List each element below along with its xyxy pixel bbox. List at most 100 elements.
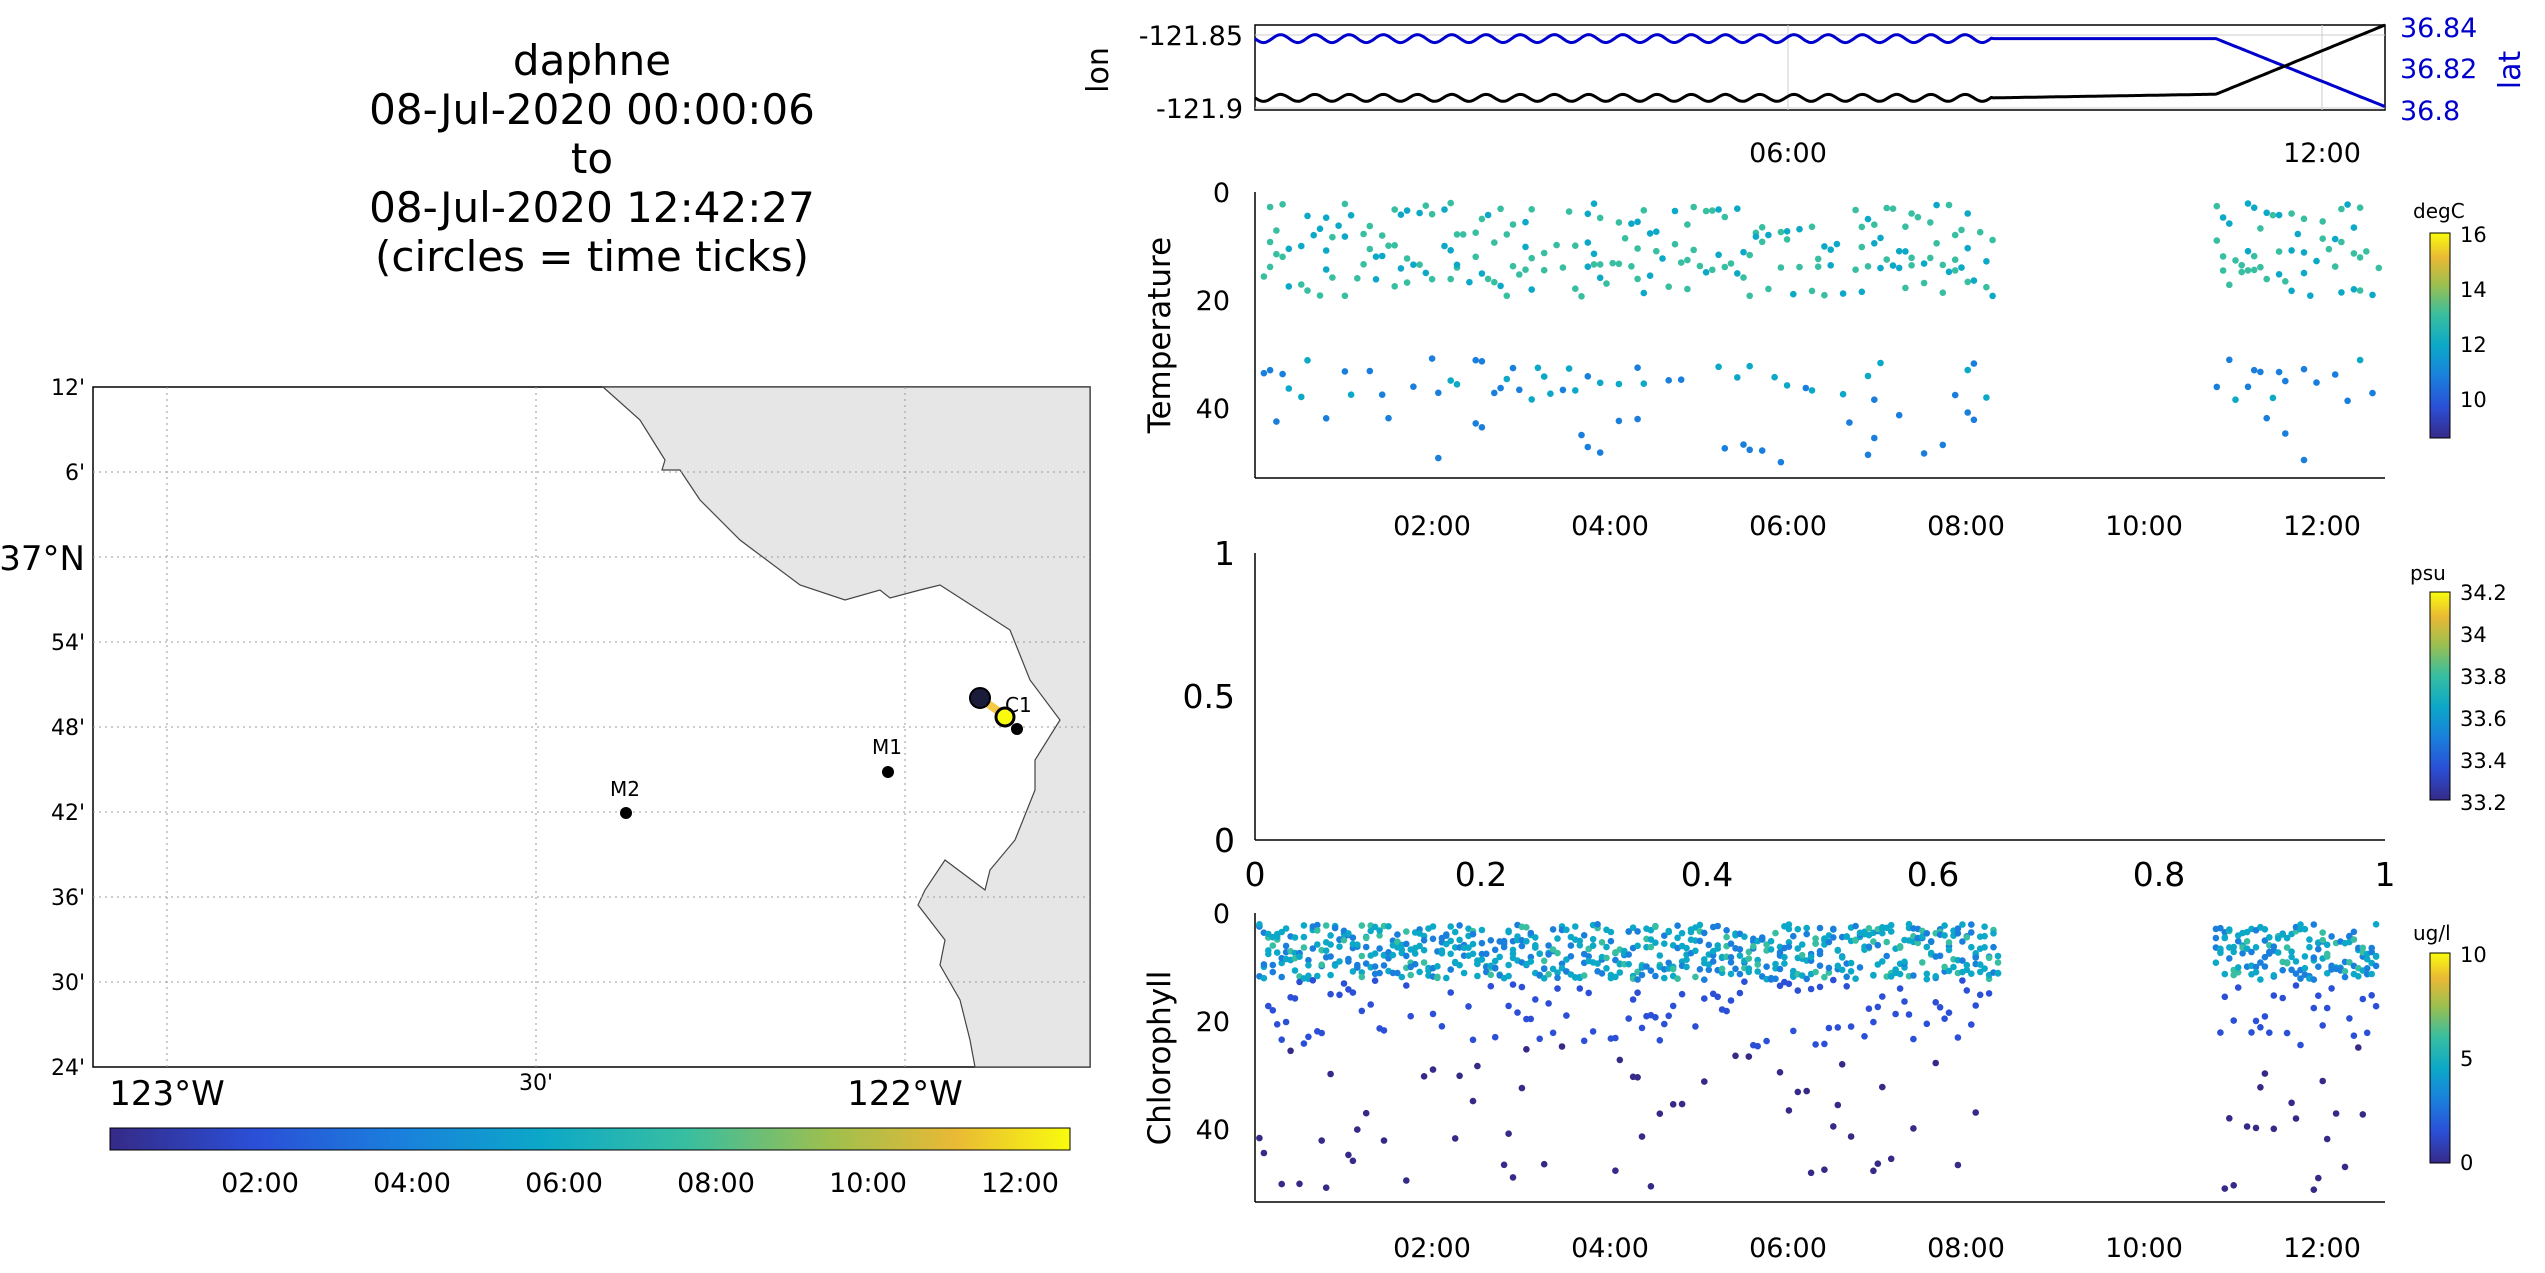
lon-tick: -121.85 (1139, 21, 1243, 52)
temperature-point (2238, 268, 2245, 276)
temperature-point (2350, 224, 2358, 231)
chlorophyll-point (1509, 1174, 1517, 1181)
chlorophyll-point (1696, 966, 1704, 973)
chl-ytick: 0 (1213, 899, 1230, 930)
chlorophyll-point (2288, 953, 2295, 961)
temp-colorbar-tick: 16 (2460, 223, 2487, 247)
chlorophyll-point (2248, 948, 2255, 956)
temperature-point (1983, 283, 1990, 291)
title-end-time: 08-Jul-2020 12:42:27 (369, 183, 815, 232)
chlorophyll-panel: 0 20 40 Chlorophyll 02:00 04:00 06:00 08… (1142, 899, 2487, 1264)
chlorophyll-point (1536, 1035, 1543, 1043)
temperature-point (1260, 273, 1268, 280)
chlorophyll-point (1269, 968, 1277, 976)
temperature-point (1335, 222, 1342, 229)
temperature-point (1497, 282, 1504, 290)
temperature-point (1341, 292, 1349, 300)
title-start-time: 08-Jul-2020 00:00:06 (369, 85, 815, 134)
temperature-point (2369, 389, 2376, 397)
chlorophyll-point (1865, 925, 1873, 932)
temperature-point (2250, 266, 2258, 274)
chlorophyll-point (1821, 973, 1828, 981)
temperature-point (1914, 213, 1922, 221)
chlorophyll-point (2217, 945, 2224, 953)
temperature-panel: 0 20 40 Temperature 02:00 04:00 06:00 08… (1142, 178, 2487, 542)
temperature-point (1802, 384, 1810, 392)
chlorophyll-point (1278, 928, 1285, 936)
chlorophyll-point (1554, 935, 1561, 942)
chlorophyll-scatter (1256, 920, 2380, 1193)
chlorophyll-point (1803, 975, 1810, 983)
temperature-point (1484, 275, 1492, 283)
temperature-point (1491, 239, 1498, 246)
temp-axis-label: Temperature (1142, 237, 1178, 434)
chlorophyll-point (1527, 958, 1535, 965)
chlorophyll-point (1278, 959, 1285, 967)
temperature-point (1871, 221, 1878, 228)
temperature-point (1285, 245, 1293, 253)
chlorophyll-point (1852, 937, 1859, 944)
chlorophyll-point (1527, 929, 1535, 937)
chlorophyll-point (2230, 943, 2237, 951)
chlorophyll-point (1273, 1021, 1281, 1028)
temp-colorbar-tick: 12 (2460, 333, 2487, 357)
chlorophyll-point (1661, 932, 1668, 939)
temperature-point (1428, 355, 1436, 362)
chlorophyll-point (1314, 972, 1321, 980)
chlorophyll-point (1785, 925, 1793, 933)
chlorophyll-point (1305, 956, 1312, 964)
temperature-point (1671, 207, 1679, 215)
temperature-point (1621, 235, 1629, 242)
chlorophyll-point (1696, 921, 1704, 929)
chl-xtick: 08:00 (1927, 1233, 2005, 1264)
chlorophyll-point (1901, 998, 1908, 1005)
chlorophyll-point (1580, 1037, 1588, 1045)
temperature-point (1821, 291, 1828, 299)
temperature-point (2250, 252, 2258, 260)
chlorophyll-point (1776, 1069, 1784, 1076)
chlorophyll-point (1456, 922, 1463, 929)
temperature-point (1572, 387, 1579, 394)
temperature-point (1341, 233, 1349, 240)
temperature-point (1883, 256, 1890, 263)
chlorophyll-point (2270, 992, 2278, 999)
land-coastline (601, 386, 1091, 1068)
temperature-point (1777, 264, 1785, 271)
lat-tick: 6' (65, 461, 85, 486)
track-end-marker (994, 706, 1016, 728)
chlorophyll-point (1661, 974, 1668, 982)
chlorophyll-point (2230, 948, 2237, 956)
lat-tick: 36.84 (2400, 13, 2477, 44)
chlorophyll-point (1936, 1004, 1944, 1011)
chlorophyll-point (1714, 922, 1721, 930)
temperature-point (2269, 211, 2277, 219)
temperature-point (2275, 368, 2283, 376)
temperature-point (1547, 390, 1554, 398)
chl-xtick: 02:00 (1393, 1233, 1471, 1264)
chlorophyll-point (2297, 975, 2304, 982)
temperature-point (1765, 231, 1772, 239)
temperature-point (1491, 278, 1498, 286)
chlorophyll-point (1256, 1134, 1263, 1142)
chlorophyll-point (1954, 1034, 1962, 1041)
chlorophyll-point (1549, 1029, 1557, 1037)
chlorophyll-point (1781, 960, 1788, 967)
temperature-point (1653, 247, 1660, 255)
temperature-point (1453, 231, 1461, 238)
chlorophyll-point (1816, 983, 1824, 991)
temperature-point (1540, 249, 1548, 257)
chlorophyll-point (1296, 953, 1303, 960)
chlorophyll-point (1963, 961, 1971, 969)
salinity-xtick: 0.6 (1907, 855, 1959, 894)
lonlat-xtick: 06:00 (1749, 138, 1827, 169)
chlorophyll-point (1518, 983, 1526, 991)
chlorophyll-point (1812, 935, 1819, 942)
chlorophyll-point (1981, 944, 1988, 951)
chlorophyll-point (1354, 941, 1361, 948)
temperature-point (1416, 261, 1423, 269)
temperature-point (1447, 247, 1454, 254)
chlorophyll-point (1518, 942, 1526, 950)
temperature-point (1889, 262, 1897, 269)
chl-colorbar-tick: 0 (2460, 1151, 2473, 1175)
chlorophyll-point (1296, 1180, 1303, 1188)
